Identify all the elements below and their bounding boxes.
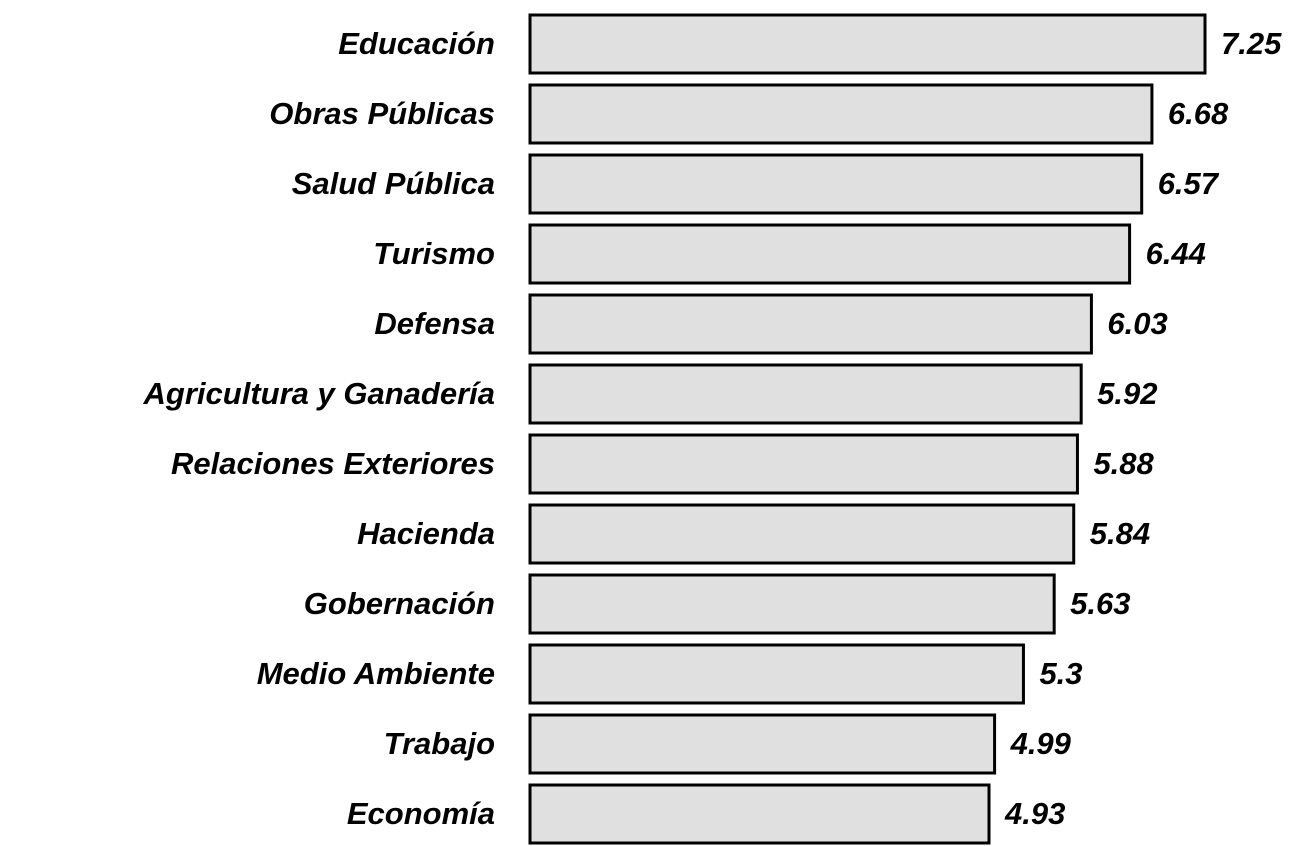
category-label: Relaciones Exteriores: [171, 446, 495, 481]
category-label: Agricultura y Ganadería: [143, 376, 495, 411]
category-label: Economía: [347, 796, 495, 831]
value-label: 5.92: [1097, 376, 1157, 411]
category-label: Obras Públicas: [269, 96, 495, 131]
bar: [528, 783, 991, 845]
category-label: Hacienda: [357, 516, 495, 551]
category-label: Educación: [338, 26, 495, 61]
category-label: Salud Pública: [292, 166, 495, 201]
bar: [528, 713, 997, 775]
value-label: 6.57: [1158, 166, 1220, 201]
bar: [528, 643, 1025, 705]
value-label: 6.68: [1168, 96, 1229, 131]
category-label: Turismo: [373, 236, 495, 271]
bar: [528, 223, 1132, 285]
bar: [528, 503, 1076, 565]
bar: [528, 293, 1093, 355]
category-label: Trabajo: [384, 726, 495, 761]
value-label: 6.03: [1107, 306, 1167, 341]
category-label: Defensa: [374, 306, 495, 341]
value-label: 7.25: [1221, 26, 1282, 61]
value-label: 5.63: [1070, 586, 1130, 621]
category-label: Gobernación: [304, 586, 495, 621]
category-label: Medio Ambiente: [257, 656, 495, 691]
bar: [528, 13, 1207, 75]
value-label: 4.93: [1004, 796, 1065, 831]
value-label: 5.3: [1039, 656, 1082, 691]
value-label: 6.44: [1146, 236, 1206, 271]
bar: [528, 153, 1144, 215]
bar: [528, 83, 1154, 145]
value-label: 5.88: [1093, 446, 1154, 481]
value-label: 4.99: [1010, 726, 1072, 761]
value-label: 5.84: [1090, 516, 1150, 551]
bar: [528, 363, 1083, 425]
bar: [528, 433, 1079, 495]
bar: [528, 573, 1056, 635]
